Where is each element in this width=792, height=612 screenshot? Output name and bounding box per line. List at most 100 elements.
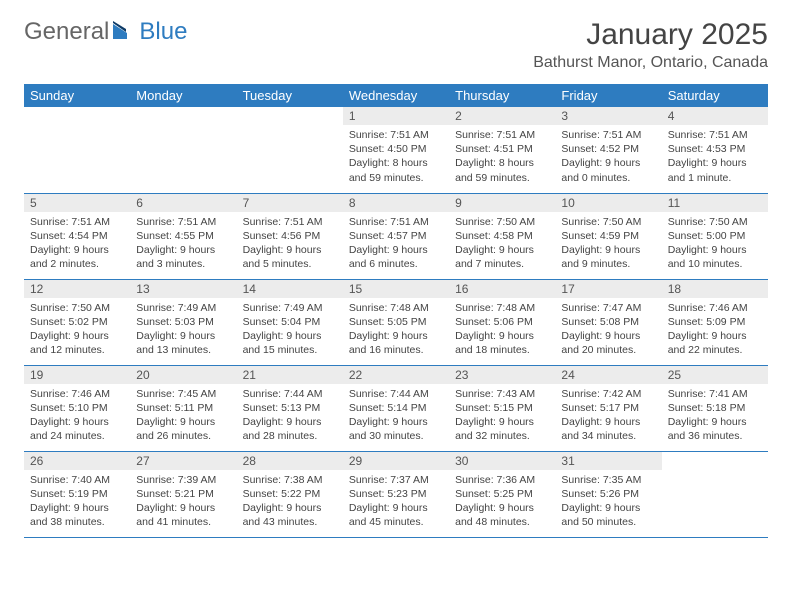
calendar-day-cell: 15Sunrise: 7:48 AMSunset: 5:05 PMDayligh…: [343, 279, 449, 365]
weekday-header: Wednesday: [343, 84, 449, 107]
weekday-header: Saturday: [662, 84, 768, 107]
daylight-line: Daylight: 9 hours and 26 minutes.: [136, 416, 215, 442]
day-number: 1: [343, 107, 449, 125]
daylight-line: Daylight: 9 hours and 2 minutes.: [30, 244, 109, 270]
sunset-line: Sunset: 5:19 PM: [30, 488, 108, 500]
daylight-line: Daylight: 9 hours and 6 minutes.: [349, 244, 428, 270]
day-number: 28: [237, 452, 343, 470]
sunset-line: Sunset: 4:51 PM: [455, 143, 533, 155]
daylight-line: Daylight: 9 hours and 0 minutes.: [561, 157, 640, 183]
day-number: 25: [662, 366, 768, 384]
sunset-line: Sunset: 4:50 PM: [349, 143, 427, 155]
sunrise-line: Sunrise: 7:50 AM: [30, 302, 110, 314]
title-block: January 2025 Bathurst Manor, Ontario, Ca…: [533, 18, 768, 72]
sunrise-line: Sunrise: 7:36 AM: [455, 474, 535, 486]
calendar-day-cell: 29Sunrise: 7:37 AMSunset: 5:23 PMDayligh…: [343, 451, 449, 537]
daylight-line: Daylight: 9 hours and 34 minutes.: [561, 416, 640, 442]
calendar-week-row: 26Sunrise: 7:40 AMSunset: 5:19 PMDayligh…: [24, 451, 768, 537]
day-details: Sunrise: 7:42 AM Sunset: 5:17 PM Daylight:…: [555, 384, 661, 448]
header: General Blue January 2025 Bathurst Manor…: [24, 18, 768, 72]
calendar-day-cell: 7Sunrise: 7:51 AMSunset: 4:56 PMDaylight…: [237, 193, 343, 279]
sunrise-line: Sunrise: 7:49 AM: [243, 302, 323, 314]
brand-part2: Blue: [139, 18, 187, 46]
day-number: 13: [130, 280, 236, 298]
calendar-day-cell: 1Sunrise: 7:51 AMSunset: 4:50 PMDaylight…: [343, 107, 449, 193]
calendar-day-cell: 22Sunrise: 7:44 AMSunset: 5:14 PMDayligh…: [343, 365, 449, 451]
sunset-line: Sunset: 4:53 PM: [668, 143, 746, 155]
day-details: Sunrise: 7:51 AMSunset: 4:50 PMDaylight:…: [343, 125, 449, 189]
weekday-header: Friday: [555, 84, 661, 107]
day-number: 22: [343, 366, 449, 384]
sunrise-line: Sunrise: 7:51 AM: [561, 129, 641, 141]
sunrise-line: Sunrise: 7:50 AM: [455, 216, 535, 228]
sunset-line: Sunset: 5:23 PM: [349, 488, 427, 500]
calendar-day-cell: 18Sunrise: 7:46 AMSunset: 5:09 PMDayligh…: [662, 279, 768, 365]
brand-flag-icon: [113, 18, 135, 46]
day-number: 17: [555, 280, 661, 298]
calendar-day-cell: 31Sunrise: 7:35 AMSunset: 5:26 PMDayligh…: [555, 451, 661, 537]
weekday-header-row: Sunday Monday Tuesday Wednesday Thursday…: [24, 84, 768, 107]
calendar-week-row: 19Sunrise: 7:46 AMSunset: 5:10 PMDayligh…: [24, 365, 768, 451]
day-number: 10: [555, 194, 661, 212]
day-number: 7: [237, 194, 343, 212]
calendar-day-cell: 12Sunrise: 7:50 AMSunset: 5:02 PMDayligh…: [24, 279, 130, 365]
calendar-day-cell: 28Sunrise: 7:38 AMSunset: 5:22 PMDayligh…: [237, 451, 343, 537]
day-number: 23: [449, 366, 555, 384]
sunset-line: Sunset: 4:52 PM: [561, 143, 639, 155]
calendar-day-cell: 10Sunrise: 7:50 AMSunset: 4:59 PMDayligh…: [555, 193, 661, 279]
daylight-line: Daylight: 9 hours and 7 minutes.: [455, 244, 534, 270]
daylight-line: Daylight: 9 hours and 30 minutes.: [349, 416, 428, 442]
weekday-header: Thursday: [449, 84, 555, 107]
daylight-line: Daylight: 9 hours and 50 minutes.: [561, 502, 640, 528]
day-number: 14: [237, 280, 343, 298]
day-details: Sunrise: 7:51 AMSunset: 4:53 PMDaylight:…: [662, 125, 768, 189]
day-details: Sunrise: 7:38 AMSunset: 5:22 PMDaylight:…: [237, 470, 343, 534]
sunrise-line: Sunrise: 7:51 AM: [243, 216, 323, 228]
sunset-line: Sunset: 5:15 PM: [455, 402, 533, 414]
day-details: Sunrise: 7:50 AMSunset: 4:58 PMDaylight:…: [449, 212, 555, 276]
calendar-week-row: 12Sunrise: 7:50 AMSunset: 5:02 PMDayligh…: [24, 279, 768, 365]
day-number: 16: [449, 280, 555, 298]
daylight-line: Daylight: 9 hours and 36 minutes.: [668, 416, 747, 442]
sunset-line: Sunset: 5:00 PM: [668, 230, 746, 242]
sunrise-line: Sunrise: 7:42 AM: [561, 388, 641, 400]
day-details: Sunrise: 7:51 AMSunset: 4:57 PMDaylight:…: [343, 212, 449, 276]
day-number: 30: [449, 452, 555, 470]
sunset-line: Sunset: 5:17 PM: [561, 402, 639, 414]
sunrise-line: Sunrise: 7:45 AM: [136, 388, 216, 400]
sunrise-line: Sunrise: 7:51 AM: [136, 216, 216, 228]
day-details: Sunrise: 7:49 AMSunset: 5:04 PMDaylight:…: [237, 298, 343, 362]
sunrise-line: Sunrise: 7:51 AM: [668, 129, 748, 141]
sunset-line: Sunset: 4:55 PM: [136, 230, 214, 242]
day-details: Sunrise: 7:46 AMSunset: 5:09 PMDaylight:…: [662, 298, 768, 362]
sunrise-line: Sunrise: 7:41 AM: [668, 388, 748, 400]
sunset-line: Sunset: 4:57 PM: [349, 230, 427, 242]
daylight-line: Daylight: 9 hours and 10 minutes.: [668, 244, 747, 270]
sunrise-line: Sunrise: 7:35 AM: [561, 474, 641, 486]
calendar-day-cell: 11Sunrise: 7:50 AMSunset: 5:00 PMDayligh…: [662, 193, 768, 279]
daylight-line: Daylight: 9 hours and 5 minutes.: [243, 244, 322, 270]
calendar-day-cell: 17Sunrise: 7:47 AMSunset: 5:08 PMDayligh…: [555, 279, 661, 365]
sunset-line: Sunset: 5:11 PM: [136, 402, 213, 414]
weekday-header: Sunday: [24, 84, 130, 107]
day-details: Sunrise: 7:44 AMSunset: 5:14 PMDaylight:…: [343, 384, 449, 448]
weekday-header: Monday: [130, 84, 236, 107]
calendar-day-cell: 21Sunrise: 7:44 AMSunset: 5:13 PMDayligh…: [237, 365, 343, 451]
day-details: Sunrise: 7:39 AMSunset: 5:21 PMDaylight:…: [130, 470, 236, 534]
sunset-line: Sunset: 4:54 PM: [30, 230, 108, 242]
calendar-day-cell: [130, 107, 236, 193]
calendar-day-cell: 20 Sunrise: 7:45 AM Sunset: 5:11 PM Dayligh…: [130, 365, 236, 451]
daylight-line: Daylight: 9 hours and 43 minutes.: [243, 502, 322, 528]
sunset-line: Sunset: 5:10 PM: [30, 402, 108, 414]
sunset-line: Sunset: 5:05 PM: [349, 316, 427, 328]
sunrise-line: Sunrise: 7:48 AM: [455, 302, 535, 314]
calendar-week-row: 5Sunrise: 7:51 AMSunset: 4:54 PMDaylight…: [24, 193, 768, 279]
day-details: Sunrise: 7:40 AMSunset: 5:19 PMDaylight:…: [24, 470, 130, 534]
sunrise-line: Sunrise: 7:44 AM: [243, 388, 323, 400]
brand-part1: General: [24, 18, 109, 46]
calendar-day-cell: 16Sunrise: 7:48 AMSunset: 5:06 PMDayligh…: [449, 279, 555, 365]
day-details: Sunrise: 7:46 AMSunset: 5:10 PMDaylight:…: [24, 384, 130, 448]
sunrise-line: Sunrise: 7:38 AM: [243, 474, 323, 486]
day-number: 20: [130, 366, 236, 384]
sunrise-line: Sunrise: 7:47 AM: [561, 302, 641, 314]
